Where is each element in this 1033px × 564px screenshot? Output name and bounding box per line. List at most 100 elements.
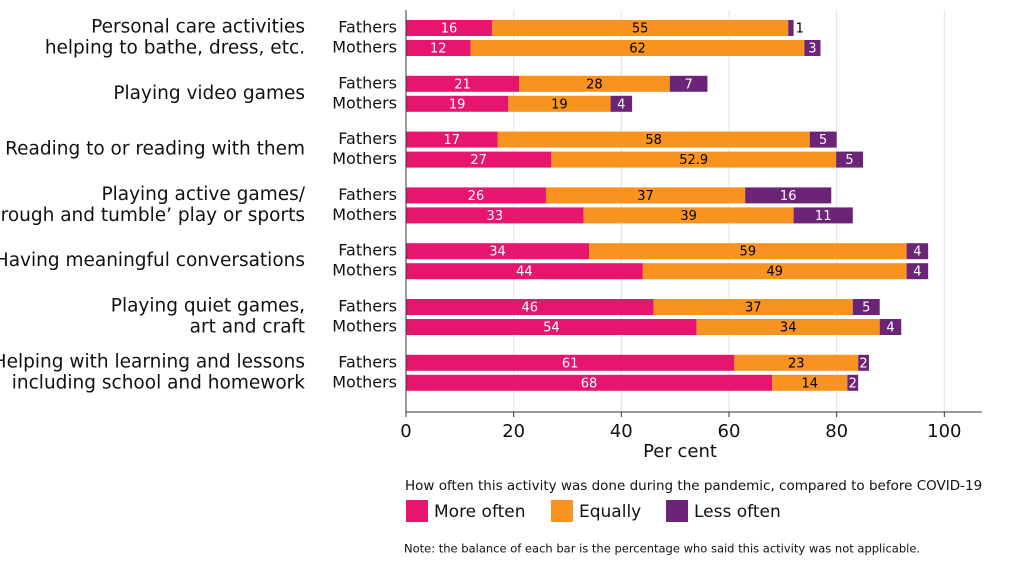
row-label: Fathers <box>338 241 397 260</box>
value-label: 4 <box>913 245 921 260</box>
row-label: Mothers <box>332 261 397 280</box>
bar-segment <box>406 374 773 391</box>
value-label: 52.9 <box>679 153 708 168</box>
x-axis-label: Per cent <box>643 441 717 462</box>
value-label: 5 <box>862 301 870 316</box>
value-label: 14 <box>801 376 818 391</box>
bar-segment <box>696 319 880 335</box>
value-label: 5 <box>845 153 853 168</box>
bar-segment <box>406 95 509 112</box>
x-tick-label: 80 <box>825 421 848 442</box>
value-label: 3 <box>808 42 816 57</box>
row-label: Fathers <box>338 297 397 316</box>
value-label: 54 <box>543 321 560 336</box>
row-label: Mothers <box>332 205 397 224</box>
value-label: 11 <box>815 209 832 224</box>
value-label: 17 <box>443 133 460 148</box>
value-label: 61 <box>562 356 579 371</box>
bar-segment <box>406 207 584 224</box>
value-label: 39 <box>680 209 697 224</box>
bar-segment <box>551 151 837 168</box>
value-label: 16 <box>780 189 797 204</box>
legend-swatch <box>551 500 573 522</box>
bar-segment <box>669 75 708 92</box>
bar-segment <box>589 243 907 260</box>
bar-segment <box>836 151 864 168</box>
bar-segment <box>406 75 520 92</box>
value-label: 26 <box>468 189 485 204</box>
row-label: Fathers <box>338 18 397 37</box>
bar-segment <box>772 374 848 391</box>
bar-segment <box>406 187 546 204</box>
bar-segment <box>406 299 654 315</box>
bar-segment <box>406 20 493 36</box>
bar-segment <box>847 374 859 391</box>
group-label: helping to bathe, dress, etc. <box>45 38 305 59</box>
bar-segment <box>406 131 498 148</box>
row-label: Mothers <box>332 38 397 57</box>
bar-segment <box>852 299 880 315</box>
bar-segment <box>906 263 929 280</box>
bar-segment <box>804 40 821 56</box>
value-label: 33 <box>487 209 504 224</box>
group-label: including school and homework <box>12 372 306 393</box>
group-label: art and craft <box>190 317 305 338</box>
bar-segment <box>642 263 907 280</box>
legend-label: Less often <box>694 502 781 522</box>
bar-segment <box>879 319 902 335</box>
group-label: Playing active games/ <box>101 184 305 205</box>
bar-segment <box>906 243 929 260</box>
value-label: 23 <box>788 356 805 371</box>
value-label: 28 <box>586 77 603 92</box>
value-label: 49 <box>766 265 783 280</box>
row-label: Fathers <box>338 352 397 371</box>
value-label: 19 <box>551 97 568 112</box>
x-tick-label: 40 <box>610 421 633 442</box>
value-label: 4 <box>886 321 894 336</box>
value-label: 2 <box>859 356 867 371</box>
legend-label: More often <box>434 502 526 522</box>
row-label: Mothers <box>332 317 397 336</box>
value-label: 59 <box>740 245 757 260</box>
bar-segment <box>809 131 837 148</box>
value-label: 7 <box>684 77 692 92</box>
value-label: 62 <box>629 42 646 57</box>
bar-segment <box>745 187 832 204</box>
x-tick-label: 0 <box>400 421 411 442</box>
value-label: 4 <box>617 97 625 112</box>
bar-segment <box>406 319 697 335</box>
bar-segment <box>470 40 805 56</box>
note: Note: the balance of each bar is the per… <box>404 542 920 556</box>
bar-segment <box>610 95 633 112</box>
x-tick-label: 100 <box>927 421 961 442</box>
value-label: 55 <box>632 22 649 37</box>
value-label: 5 <box>819 133 827 148</box>
group-label: Reading to or reading with them <box>5 139 305 160</box>
value-label: 21 <box>454 77 471 92</box>
row-label: Mothers <box>332 149 397 168</box>
value-label: 68 <box>581 376 598 391</box>
value-label: 4 <box>913 265 921 280</box>
group-label: ‘rough and tumble’ play or sports <box>0 205 305 226</box>
bar-segment <box>519 75 670 92</box>
bar-segment <box>858 354 869 371</box>
value-label: 12 <box>430 42 447 57</box>
row-label: Mothers <box>332 372 397 391</box>
legend-swatch <box>666 500 688 522</box>
x-tick-label: 20 <box>502 421 525 442</box>
value-label: 46 <box>522 301 539 316</box>
bar-segment <box>497 131 810 148</box>
value-label: 16 <box>441 22 458 37</box>
legend-title: How often this activity was done during … <box>405 478 982 494</box>
bar-segment <box>583 207 794 224</box>
group-label: Helping with learning and lessons <box>0 351 305 372</box>
bar-segment <box>788 20 794 36</box>
legend-swatch <box>406 500 428 522</box>
value-label: 58 <box>645 133 662 148</box>
bar-segment <box>653 299 853 315</box>
row-label: Fathers <box>338 185 397 204</box>
bar-segment <box>545 187 746 204</box>
bar-segment <box>406 354 735 371</box>
bar-segment <box>406 151 552 168</box>
value-label: 27 <box>470 153 487 168</box>
